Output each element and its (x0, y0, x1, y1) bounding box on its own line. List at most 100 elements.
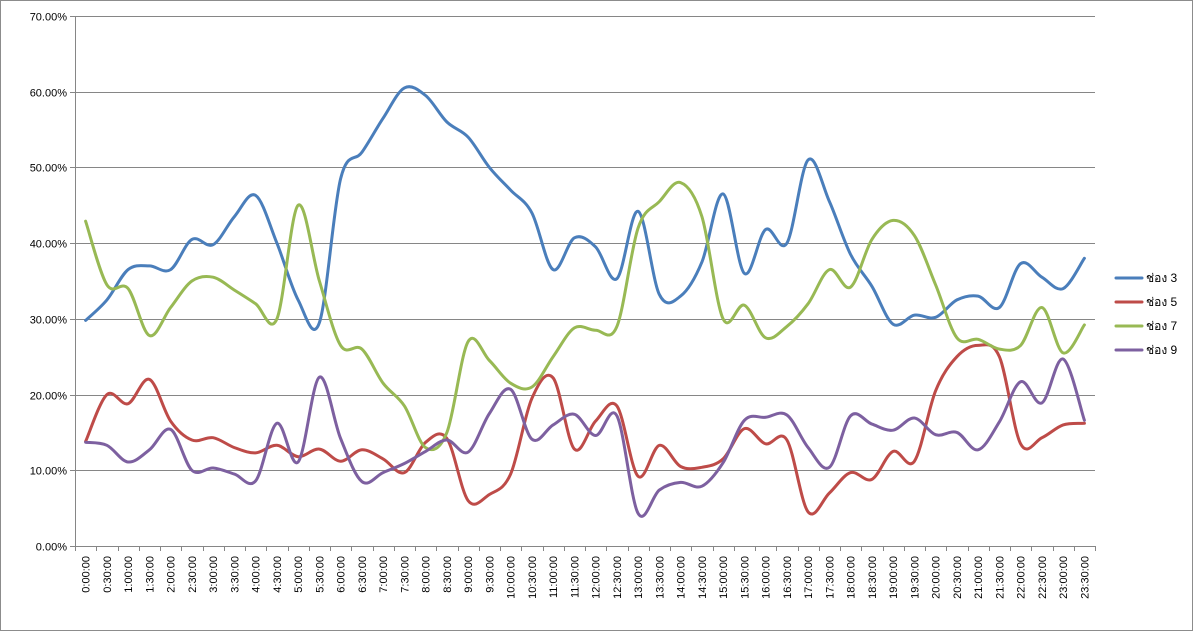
data-point (1062, 358, 1065, 361)
x-tick-label: 12:30:00 (612, 556, 624, 599)
data-point (509, 382, 512, 385)
x-tick-label: 1:30:00 (144, 556, 156, 593)
data-point (1040, 401, 1043, 404)
x-tick-label: 19:30:00 (909, 556, 921, 599)
data-point (424, 446, 427, 449)
data-point (892, 429, 895, 432)
x-tick-label: 0:00:00 (81, 556, 93, 593)
data-point (488, 493, 491, 496)
x-tick-label: 16:30:00 (782, 556, 794, 599)
data-point (594, 245, 597, 248)
data-point (488, 359, 491, 362)
data-point (127, 461, 130, 464)
data-point (870, 238, 873, 241)
data-point (764, 228, 767, 231)
x-tick-label: 11:00:00 (548, 556, 560, 598)
data-point (615, 277, 618, 280)
data-point (913, 460, 916, 463)
data-point (382, 117, 385, 120)
data-point (254, 194, 257, 197)
x-tick-label: 12:00:00 (591, 556, 603, 599)
legend-label: ช่อง 5 (1146, 295, 1178, 309)
data-point (849, 286, 852, 289)
data-point (1019, 380, 1022, 383)
legend-label: ช่อง 7 (1146, 319, 1178, 333)
x-tick-label: 22:00:00 (1016, 556, 1028, 599)
data-point (297, 298, 300, 301)
data-point (594, 434, 597, 437)
data-point (977, 344, 980, 347)
data-point (403, 404, 406, 407)
data-point (424, 450, 427, 453)
data-point (233, 215, 236, 218)
x-tick-label: 13:30:00 (654, 556, 666, 599)
data-point (828, 466, 831, 469)
data-point (743, 427, 746, 430)
data-point (360, 448, 363, 451)
data-point (360, 348, 363, 351)
data-point (318, 448, 321, 451)
series-lines (84, 85, 1086, 518)
x-tick-label: 7:00:00 (378, 556, 390, 593)
data-point (509, 388, 512, 391)
data-point (1019, 344, 1022, 347)
data-point (297, 461, 300, 464)
data-point (807, 158, 810, 161)
x-tick-label: 17:30:00 (824, 556, 836, 599)
data-point (679, 181, 682, 184)
data-point (615, 414, 618, 417)
data-point (870, 478, 873, 481)
data-point (977, 295, 980, 298)
data-point (764, 442, 767, 445)
data-point (998, 306, 1001, 309)
data-point (190, 238, 193, 241)
data-point (509, 473, 512, 476)
data-point (318, 280, 321, 283)
data-point (84, 441, 87, 444)
x-tick-label: 15:00:00 (718, 556, 730, 599)
y-tick-label: 10.00% (30, 466, 68, 478)
data-point (467, 136, 470, 139)
data-point (849, 253, 852, 256)
data-point (807, 302, 810, 305)
data-point (977, 448, 980, 451)
data-point (1062, 423, 1065, 426)
x-axis-tick-labels: 0:00:00 0:30:00 1:00:00 1:30:00 2:00:00 2:30:… (81, 556, 1092, 599)
data-point (424, 94, 427, 97)
x-tick-label: 14:00:00 (676, 556, 688, 599)
data-point (84, 319, 87, 322)
data-point (955, 431, 958, 434)
data-point (1040, 306, 1043, 309)
x-tick-label: 18:30:00 (867, 556, 879, 599)
x-tick-label: 23:00:00 (1058, 556, 1070, 599)
data-point (148, 378, 151, 381)
x-tick-label: 8:00:00 (421, 556, 433, 593)
data-point (785, 242, 788, 245)
data-point (488, 412, 491, 415)
data-point (615, 404, 618, 407)
data-point (169, 306, 172, 309)
data-point (658, 293, 661, 296)
data-point (190, 469, 193, 472)
gridlines (75, 16, 1095, 471)
data-point (233, 473, 236, 476)
data-point (722, 461, 725, 464)
data-point (658, 489, 661, 492)
data-point (169, 268, 172, 271)
data-point (148, 264, 151, 267)
y-tick-label: 70.00% (30, 12, 68, 24)
data-point (870, 423, 873, 426)
x-tick-label: 1:00:00 (123, 556, 135, 593)
data-point (105, 283, 108, 286)
data-point (530, 438, 533, 441)
data-point (637, 210, 640, 213)
data-point (934, 283, 937, 286)
data-point (892, 323, 895, 326)
data-point (892, 219, 895, 222)
data-point (573, 413, 576, 416)
data-point (382, 471, 385, 474)
x-tick-label: 9:30:00 (484, 556, 496, 593)
x-tick-label: 3:00:00 (208, 556, 220, 593)
x-tick-label: 0:30:00 (102, 556, 114, 593)
